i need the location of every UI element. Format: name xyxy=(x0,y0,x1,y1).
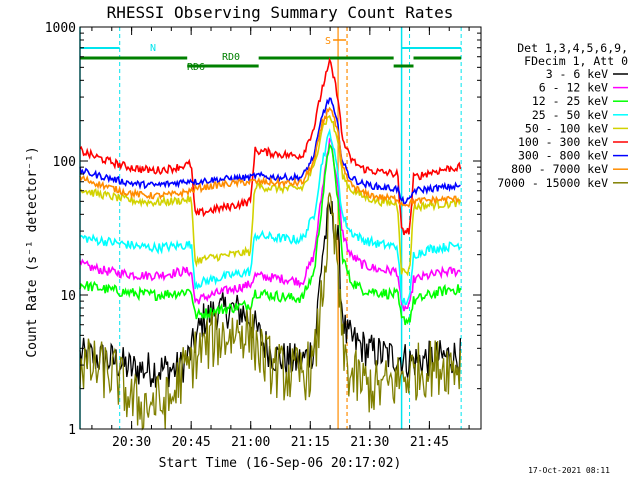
y-axis-label: Count Rate (s⁻¹ detector⁻¹) xyxy=(25,146,40,357)
x-axis-label: Start Time (16-Sep-06 20:17:02) xyxy=(159,456,402,471)
rd0-label: RD0 xyxy=(222,52,240,63)
y-tick-label: 1000 xyxy=(45,21,76,36)
x-tick-label: 21:45 xyxy=(410,435,449,450)
generation-timestamp: 17-Oct-2021 08:11 xyxy=(528,466,610,475)
series-line-6-12keV xyxy=(79,137,462,312)
x-tick-label: 21:00 xyxy=(231,435,270,450)
series-line-50-100keV xyxy=(79,114,462,277)
series-line-800-7000keV xyxy=(79,106,461,209)
legend-entry-label: 800 - 7000 keV xyxy=(511,162,608,176)
y-tick-label: 10 xyxy=(60,289,76,304)
legend-entry-label: 100 - 300 keV xyxy=(518,135,608,149)
legend-entry-label: 6 - 12 keV xyxy=(539,81,608,95)
chart-title: RHESSI Observing Summary Count Rates xyxy=(107,3,454,22)
legend: Det 1,3,4,5,6,9,FDecim 1, Att 03 - 6 keV… xyxy=(497,41,628,190)
series-line-7000-15000keV xyxy=(79,192,462,431)
legend-entry-label: 300 - 800 keV xyxy=(518,149,608,163)
night-label: N xyxy=(150,43,156,54)
legend-entry-label: 25 - 50 keV xyxy=(532,108,608,122)
legend-entry-label: 12 - 25 keV xyxy=(532,94,608,108)
x-tick-label: 21:15 xyxy=(291,435,330,450)
series-line-100-300keV xyxy=(79,56,462,236)
series-line-300-800keV xyxy=(79,97,461,206)
annotation-layer: N RD0 RD6 S xyxy=(79,27,462,429)
x-tick-label: 20:45 xyxy=(172,435,211,450)
legend-header-line: Det 1,3,4,5,6,9, xyxy=(517,41,628,55)
legend-entry-label: 7000 - 15000 keV xyxy=(497,176,608,190)
legend-header-line: FDecim 1, Att 0 xyxy=(524,54,628,68)
rd6-label: RD6 xyxy=(187,62,205,73)
plot-frame xyxy=(79,26,482,430)
x-tick-label: 20:30 xyxy=(112,435,151,450)
series-line-25-50keV xyxy=(79,128,462,307)
x-tick-label: 21:30 xyxy=(350,435,389,450)
legend-entry-label: 50 - 100 keV xyxy=(525,121,608,135)
legend-entry-label: 3 - 6 keV xyxy=(546,67,608,81)
axes-frame: 1 10 100 1000 20:30 20:45 21:00 21:15 21:30 21:45 xyxy=(45,21,482,450)
y-tick-label: 1 xyxy=(68,423,76,438)
series-line-12-25keV xyxy=(79,142,462,326)
saa-label: S xyxy=(325,36,331,47)
y-tick-label: 100 xyxy=(53,155,76,170)
series-layer xyxy=(79,56,462,431)
